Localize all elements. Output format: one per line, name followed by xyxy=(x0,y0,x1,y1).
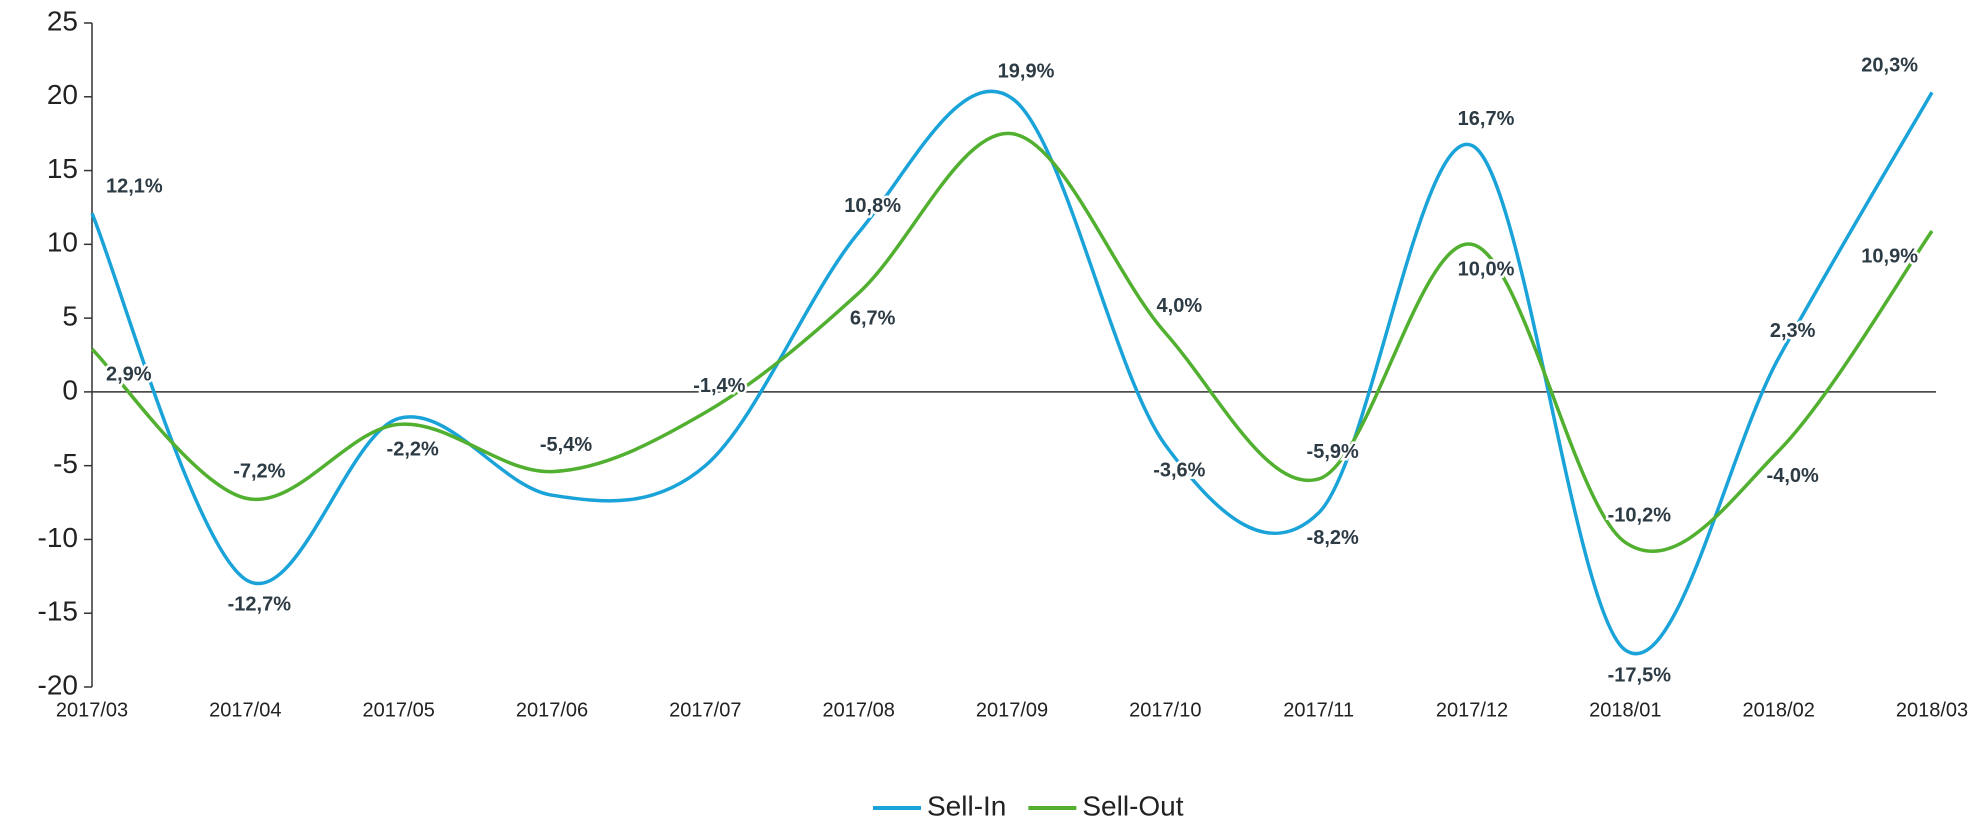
data-label: 2,3% xyxy=(1770,320,1816,342)
data-label: 16,7% xyxy=(1458,108,1515,130)
x-tick-label: 2017/03 xyxy=(56,699,128,721)
y-tick-label: -15 xyxy=(38,596,78,627)
data-label: 20,3% xyxy=(1861,55,1918,77)
x-tick-label: 2018/03 xyxy=(1896,699,1968,721)
y-tick-label: 5 xyxy=(62,301,78,332)
data-label: -5,9% xyxy=(1307,441,1359,463)
data-label: -12,7% xyxy=(228,594,292,616)
y-tick-label: -5 xyxy=(53,448,78,479)
data-label: 4,0% xyxy=(1157,295,1203,317)
x-tick-label: 2017/09 xyxy=(976,699,1048,721)
data-label: -10,2% xyxy=(1608,505,1672,527)
y-tick-label: -10 xyxy=(38,522,78,553)
y-tick-label: 15 xyxy=(47,153,78,184)
data-label: 6,7% xyxy=(850,307,896,329)
data-label: 10,8% xyxy=(844,195,901,217)
data-label: 19,9% xyxy=(998,61,1055,83)
x-tick-label: 2017/11 xyxy=(1283,699,1354,721)
x-tick-label: 2017/08 xyxy=(823,699,895,721)
x-tick-label: 2017/10 xyxy=(1129,699,1201,721)
x-tick-label: 2017/12 xyxy=(1436,699,1508,721)
x-tick-label: 2017/07 xyxy=(669,699,741,721)
data-label: -5,4% xyxy=(540,434,592,456)
data-label: -1,4% xyxy=(693,375,745,397)
x-tick-label: 2017/05 xyxy=(363,699,435,721)
x-tick-label: 2018/01 xyxy=(1589,699,1661,721)
data-label: 12,1% xyxy=(106,176,163,198)
line xyxy=(90,131,1934,553)
legend-label: Sell-Out xyxy=(1082,790,1183,819)
data-label: 10,9% xyxy=(1861,245,1918,267)
data-label: -17,5% xyxy=(1608,664,1672,686)
y-tick-label: 0 xyxy=(62,374,78,405)
data-label: 2,9% xyxy=(106,363,152,385)
legend-label: Sell-In xyxy=(927,790,1006,819)
x-tick-label: 2017/06 xyxy=(516,699,588,721)
data-label: 10,0% xyxy=(1458,259,1515,281)
line xyxy=(90,89,1934,656)
y-tick-label: -20 xyxy=(38,669,78,700)
x-tick-label: 2018/02 xyxy=(1743,699,1815,721)
data-label: -2,2% xyxy=(387,439,439,461)
data-label: -8,2% xyxy=(1307,527,1359,549)
y-tick-label: 20 xyxy=(47,79,78,110)
data-label: -4,0% xyxy=(1767,465,1819,487)
x-tick-label: 2017/04 xyxy=(209,699,281,721)
y-tick-label: 25 xyxy=(47,5,78,36)
data-label: -7,2% xyxy=(233,460,285,482)
data-label: -3,6% xyxy=(1153,459,1205,481)
y-tick-label: 10 xyxy=(47,227,78,258)
